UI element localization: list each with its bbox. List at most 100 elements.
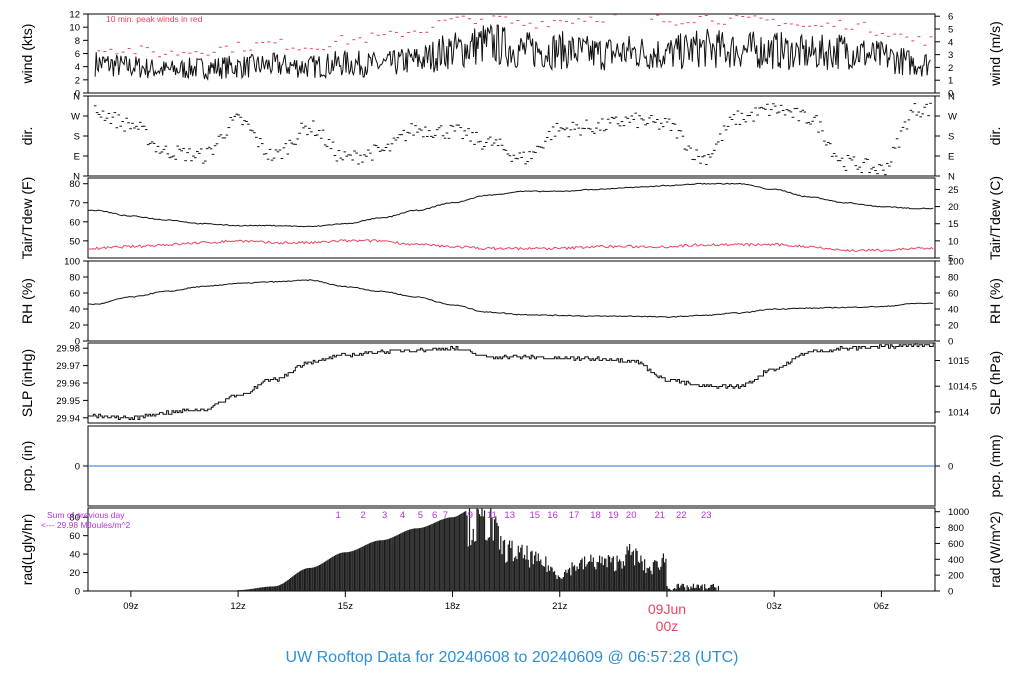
ytick-label-left: 40: [69, 305, 80, 316]
ytick-label-left: 20: [69, 568, 80, 579]
panel-plot-area: [94, 14, 933, 81]
ytick-label-left: 12: [69, 10, 80, 21]
panel-frame: [87, 13, 936, 94]
ytick-label-left: 0: [75, 89, 80, 100]
xtick-label: 09z: [123, 601, 139, 612]
ytick-label-right: W: [948, 112, 957, 123]
ytick-label-left: S: [74, 132, 80, 143]
hour-label: 15: [529, 510, 540, 521]
ytick-label-left: 80: [69, 179, 80, 190]
ylabel-left: Tair/Tdew (F): [19, 177, 35, 259]
ytick-label-left: 29.97: [56, 361, 80, 372]
ytick-label-left: 4: [75, 62, 80, 73]
hour-label: 11: [487, 510, 497, 521]
ylabel-left: wind (kts): [19, 24, 35, 85]
ylabel-left: rad(Lgly/hr): [19, 514, 35, 586]
xtick-label: 03z: [767, 601, 783, 612]
ytick-label-right: 40: [948, 305, 959, 316]
ytick-label-left: 100: [64, 257, 80, 268]
ytick-label-right: 20: [948, 202, 959, 213]
xtick-label: 06z: [874, 601, 890, 612]
ylabel-left: RH (%): [19, 278, 35, 324]
ytick-label-right: 2: [948, 63, 953, 74]
hour-label: 23: [701, 510, 712, 521]
panel-slp: SLP (inHg) SLP (hPa) 29.94 29.95 29.96 29.97 2…: [19, 342, 1003, 424]
ytick-label-right: E: [948, 152, 954, 163]
ytick-label-right: 25: [948, 185, 959, 196]
ylabel-right: dir.: [987, 127, 1003, 146]
ytick-label-left: 29.95: [56, 396, 80, 407]
ytick-label-left: 0: [75, 462, 80, 473]
ytick-label-right: 1015: [948, 356, 969, 367]
panel-plot-area: [88, 279, 934, 319]
ytick-label-right: 200: [948, 571, 964, 582]
sum-value: <--- 29.98 MJoules/m^2: [41, 520, 131, 530]
wind-annotation: 10 min. peak winds in red: [106, 14, 203, 24]
panel-plot-area: [93, 102, 932, 176]
ytick-label-left: E: [74, 152, 80, 163]
hour-label: 4: [400, 510, 405, 521]
hour-label: 2: [361, 510, 366, 521]
ytick-label-right: 800: [948, 523, 964, 534]
ytick-label-left: N: [73, 92, 80, 103]
ytick-label-right: S: [948, 132, 954, 143]
ytick-label-left: 29.98: [56, 344, 80, 355]
ylabel-right: wind (m/s): [987, 21, 1003, 87]
ytick-label-left: 70: [69, 198, 80, 209]
ylabel-left: dir.: [19, 127, 35, 146]
ytick-label-left: 40: [69, 550, 80, 561]
hour-label: 6: [432, 510, 437, 521]
hour-label: 13: [504, 510, 515, 521]
ytick-label-right: 0: [948, 587, 953, 598]
panel-pcp: pcp. (in) pcp. (mm) 0 0: [19, 425, 1003, 507]
ytick-label-right: 600: [948, 539, 964, 550]
ytick-label-right: 3: [948, 50, 953, 61]
figure-title: UW Rooftop Data for 20240608 to 20240609…: [285, 649, 739, 666]
ytick-label-right: 80: [948, 273, 959, 284]
panel-rad: rad(Lgly/hr) rad (W/m^2)02040608002004006…: [19, 507, 1003, 598]
ylabel-right: Tair/Tdew (C): [987, 176, 1003, 260]
series-wind: [94, 23, 931, 81]
ytick-label-right: 0: [948, 89, 953, 100]
ytick-label-left: 29.96: [56, 379, 80, 390]
hour-label: 7: [443, 510, 448, 521]
ylabel-left: pcp. (in): [19, 441, 35, 492]
hour-label: 9: [468, 510, 473, 521]
ytick-label-right: 0: [948, 337, 953, 348]
hour-label: 19: [608, 510, 619, 521]
xtick-label: 18z: [445, 601, 461, 612]
ytick-label-left: 80: [69, 273, 80, 284]
xtick-label: 21z: [552, 601, 568, 612]
hour-label: 20: [626, 510, 637, 521]
hour-label: 16: [547, 510, 558, 521]
ytick-label-right: 60: [948, 289, 959, 300]
ytick-label-right: 6: [948, 12, 953, 23]
ytick-label-left: 8: [75, 36, 80, 47]
ytick-label-left: W: [71, 112, 80, 123]
ytick-label-right: 1: [948, 76, 953, 87]
hour-label: 3: [382, 510, 387, 521]
ytick-label-right: 100: [948, 257, 964, 268]
panel-frame: [87, 177, 936, 259]
panel-plot-area: [237, 508, 720, 591]
ytick-label-left: 0: [75, 587, 80, 598]
ytick-label-right: 1014.5: [948, 382, 977, 393]
ytick-label-right: 400: [948, 555, 964, 566]
ytick-label-left: 20: [69, 321, 80, 332]
ytick-label-left: 0: [75, 337, 80, 348]
hour-label: 21: [655, 510, 666, 521]
series-tair: [88, 182, 934, 228]
hour-label: 1: [336, 510, 341, 521]
panel-rh: RH (%) RH (%) 0 20 40 60 80 100 0 20 40 60 80 100: [19, 257, 1003, 348]
ytick-label-left: 6: [75, 49, 80, 60]
ytick-label-left: 60: [69, 289, 80, 300]
ytick-label-left: 10: [69, 23, 80, 34]
hour-label: 22: [676, 510, 687, 521]
hour-label: 5: [418, 510, 423, 521]
ytick-label-right: 5: [948, 25, 953, 36]
ytick-label-right: 20: [948, 321, 959, 332]
ytick-label-right: 0: [948, 462, 953, 473]
